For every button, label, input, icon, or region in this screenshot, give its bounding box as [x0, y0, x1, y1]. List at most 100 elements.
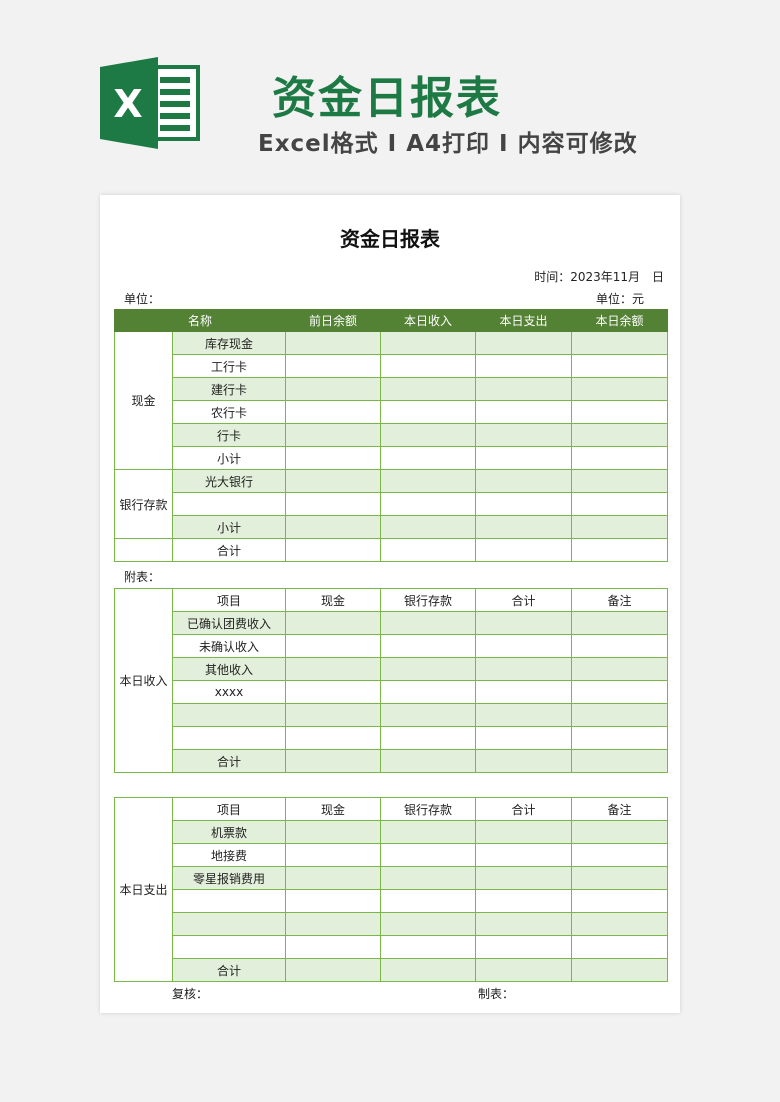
- value-cell[interactable]: [571, 538, 669, 562]
- col-header: 合计: [475, 797, 572, 821]
- value-cell[interactable]: [475, 726, 572, 750]
- value-cell[interactable]: [380, 703, 476, 727]
- value-cell[interactable]: [475, 400, 573, 424]
- value-cell[interactable]: [571, 400, 669, 424]
- value-cell[interactable]: [571, 749, 668, 773]
- table-row: 地接费: [115, 843, 668, 867]
- value-cell[interactable]: [475, 703, 572, 727]
- value-cell[interactable]: [285, 354, 382, 378]
- value-cell[interactable]: [380, 634, 476, 658]
- value-cell[interactable]: [475, 634, 572, 658]
- value-cell[interactable]: [285, 657, 381, 681]
- value-cell[interactable]: [285, 611, 381, 635]
- value-cell[interactable]: [380, 843, 476, 867]
- value-cell[interactable]: [285, 703, 381, 727]
- value-cell[interactable]: [380, 611, 476, 635]
- value-cell[interactable]: [285, 912, 381, 936]
- value-cell[interactable]: [475, 354, 573, 378]
- value-cell[interactable]: [380, 958, 476, 982]
- value-cell[interactable]: [380, 680, 476, 704]
- value-cell[interactable]: [380, 492, 477, 516]
- value-cell[interactable]: [571, 354, 669, 378]
- value-cell[interactable]: [571, 820, 668, 844]
- value-cell[interactable]: [285, 820, 381, 844]
- value-cell[interactable]: [571, 423, 669, 447]
- value-cell[interactable]: [475, 912, 572, 936]
- value-cell[interactable]: [475, 958, 572, 982]
- value-cell[interactable]: [285, 749, 381, 773]
- value-cell[interactable]: [571, 657, 668, 681]
- value-cell[interactable]: [285, 866, 381, 890]
- value-cell[interactable]: [380, 889, 476, 913]
- value-cell[interactable]: [571, 634, 668, 658]
- value-cell[interactable]: [285, 515, 382, 539]
- value-cell[interactable]: [571, 680, 668, 704]
- value-cell[interactable]: [380, 423, 477, 447]
- value-cell[interactable]: [380, 446, 477, 470]
- value-cell[interactable]: [380, 515, 477, 539]
- row-label: [172, 726, 286, 750]
- value-cell[interactable]: [571, 377, 669, 401]
- value-cell[interactable]: [475, 889, 572, 913]
- value-cell[interactable]: [475, 935, 572, 959]
- value-cell[interactable]: [380, 749, 476, 773]
- value-cell[interactable]: [475, 446, 573, 470]
- value-cell[interactable]: [380, 820, 476, 844]
- value-cell[interactable]: [571, 446, 669, 470]
- value-cell[interactable]: [285, 889, 381, 913]
- value-cell[interactable]: [571, 331, 669, 355]
- value-cell[interactable]: [475, 820, 572, 844]
- value-cell[interactable]: [285, 935, 381, 959]
- value-cell[interactable]: [285, 331, 382, 355]
- value-cell[interactable]: [285, 469, 382, 493]
- value-cell[interactable]: [285, 843, 381, 867]
- value-cell[interactable]: [285, 400, 382, 424]
- value-cell[interactable]: [380, 377, 477, 401]
- value-cell[interactable]: [571, 515, 669, 539]
- value-cell[interactable]: [285, 377, 382, 401]
- value-cell[interactable]: [380, 657, 476, 681]
- value-cell[interactable]: [285, 538, 382, 562]
- value-cell[interactable]: [475, 749, 572, 773]
- value-cell[interactable]: [571, 866, 668, 890]
- value-cell[interactable]: [475, 377, 573, 401]
- value-cell[interactable]: [475, 680, 572, 704]
- value-cell[interactable]: [475, 843, 572, 867]
- value-cell[interactable]: [380, 331, 477, 355]
- value-cell[interactable]: [380, 866, 476, 890]
- value-cell[interactable]: [475, 657, 572, 681]
- value-cell[interactable]: [380, 726, 476, 750]
- value-cell[interactable]: [380, 400, 477, 424]
- value-cell[interactable]: [285, 423, 382, 447]
- value-cell[interactable]: [285, 634, 381, 658]
- value-cell[interactable]: [475, 492, 573, 516]
- value-cell[interactable]: [571, 958, 668, 982]
- value-cell[interactable]: [475, 423, 573, 447]
- table-row: [115, 492, 669, 516]
- value-cell[interactable]: [571, 726, 668, 750]
- value-cell[interactable]: [571, 611, 668, 635]
- value-cell[interactable]: [285, 446, 382, 470]
- value-cell[interactable]: [571, 703, 668, 727]
- value-cell[interactable]: [285, 680, 381, 704]
- value-cell[interactable]: [475, 611, 572, 635]
- value-cell[interactable]: [380, 469, 477, 493]
- value-cell[interactable]: [475, 469, 573, 493]
- value-cell[interactable]: [475, 538, 573, 562]
- value-cell[interactable]: [380, 354, 477, 378]
- value-cell[interactable]: [571, 935, 668, 959]
- value-cell[interactable]: [571, 912, 668, 936]
- value-cell[interactable]: [380, 935, 476, 959]
- value-cell[interactable]: [380, 538, 477, 562]
- value-cell[interactable]: [475, 515, 573, 539]
- value-cell[interactable]: [285, 726, 381, 750]
- value-cell[interactable]: [380, 912, 476, 936]
- value-cell[interactable]: [285, 492, 382, 516]
- value-cell[interactable]: [571, 843, 668, 867]
- value-cell[interactable]: [571, 469, 669, 493]
- value-cell[interactable]: [571, 889, 668, 913]
- value-cell[interactable]: [475, 866, 572, 890]
- value-cell[interactable]: [571, 492, 669, 516]
- value-cell[interactable]: [285, 958, 381, 982]
- value-cell[interactable]: [475, 331, 573, 355]
